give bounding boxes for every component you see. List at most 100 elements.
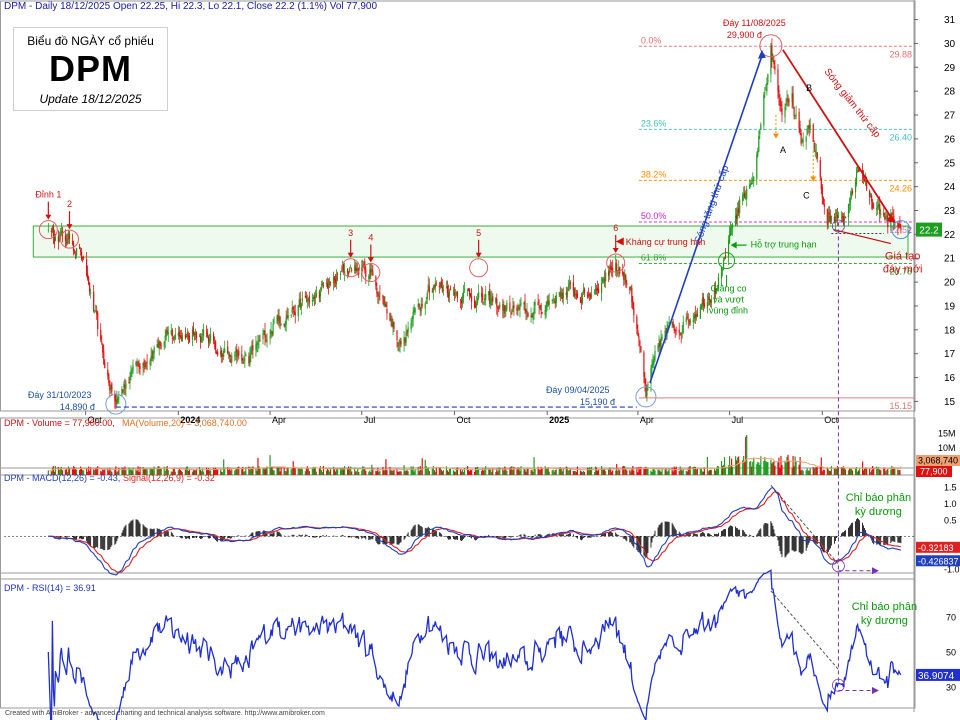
volume-bar bbox=[208, 470, 211, 475]
volume-bar bbox=[115, 466, 117, 475]
volume-bar bbox=[657, 469, 659, 475]
candle-body bbox=[257, 342, 259, 345]
candle-body bbox=[678, 329, 680, 333]
x-tick-label: Oct bbox=[88, 415, 103, 425]
volume-bar bbox=[392, 470, 394, 475]
candle-body bbox=[202, 329, 205, 337]
volume-bar bbox=[456, 467, 459, 475]
macd-tick-label: 0.5 bbox=[944, 515, 957, 525]
candle-body bbox=[208, 339, 211, 342]
candle-body bbox=[707, 296, 710, 300]
candle-body bbox=[753, 177, 755, 180]
volume-ma-tag bbox=[916, 455, 960, 466]
candle-body bbox=[371, 269, 373, 272]
candle-body bbox=[344, 270, 346, 275]
last-price-tag bbox=[916, 222, 942, 237]
volume-bar bbox=[350, 466, 352, 475]
volume-bar bbox=[587, 468, 590, 475]
candle-body bbox=[138, 363, 140, 367]
volume-bar bbox=[79, 466, 82, 475]
volume-bar bbox=[819, 466, 821, 475]
bottom-label-2023: Đáy 31/10/2023 bbox=[28, 390, 92, 400]
candle-body bbox=[122, 389, 124, 391]
volume-bar bbox=[292, 461, 294, 475]
candle-body bbox=[478, 292, 480, 298]
price-y-tick-label: 17 bbox=[944, 349, 956, 360]
volume-bar bbox=[277, 467, 279, 475]
candle-body bbox=[772, 59, 774, 62]
candle-body bbox=[485, 294, 487, 301]
candle-body bbox=[558, 291, 560, 295]
volume-bar bbox=[885, 471, 887, 475]
candle-body bbox=[96, 310, 98, 315]
candle-body bbox=[165, 330, 167, 337]
volume-bar bbox=[109, 468, 111, 475]
candle-body bbox=[424, 303, 426, 309]
peak-label: Đỉnh 1 bbox=[35, 190, 61, 200]
candle-body bbox=[454, 294, 457, 296]
fib-label: 50.0% bbox=[641, 211, 667, 221]
candle-body bbox=[688, 321, 690, 323]
candle-body bbox=[278, 315, 280, 320]
volume-bar bbox=[193, 469, 196, 475]
volume-bar bbox=[721, 466, 724, 475]
candle-body bbox=[150, 355, 152, 362]
candle-body bbox=[291, 307, 293, 313]
volume-bar bbox=[858, 468, 861, 475]
candle-body bbox=[117, 397, 119, 401]
volume-bar bbox=[710, 469, 713, 475]
candle-body bbox=[383, 296, 385, 306]
accumulation-circle bbox=[718, 252, 736, 270]
volume-bar bbox=[715, 468, 718, 475]
volume-bar bbox=[513, 466, 515, 475]
candle-body bbox=[143, 361, 145, 366]
volume-bar bbox=[696, 468, 698, 475]
volume-bar bbox=[510, 466, 512, 475]
volume-bar bbox=[897, 469, 899, 475]
volume-bar bbox=[198, 467, 201, 475]
volume-bar bbox=[579, 470, 582, 475]
volume-bar bbox=[217, 469, 219, 475]
volume-bar bbox=[435, 467, 437, 475]
candle-body bbox=[376, 287, 378, 294]
volume-bar bbox=[524, 469, 526, 475]
candle-body bbox=[259, 340, 261, 341]
volume-bar bbox=[144, 468, 146, 475]
candle-body bbox=[139, 365, 141, 369]
volume-bar bbox=[171, 471, 173, 475]
volume-bar bbox=[107, 468, 109, 475]
volume-bar bbox=[283, 467, 285, 475]
volume-bar bbox=[355, 471, 357, 475]
candle-body bbox=[714, 288, 717, 294]
volume-bar bbox=[736, 460, 738, 475]
volume-bar bbox=[265, 467, 267, 475]
volume-bar bbox=[306, 466, 308, 475]
volume-bar bbox=[729, 466, 732, 475]
candle-body bbox=[566, 291, 568, 298]
candle-body bbox=[603, 279, 605, 281]
candle-body bbox=[504, 306, 506, 312]
volume-bar bbox=[215, 467, 217, 475]
candle-body bbox=[351, 269, 353, 271]
volume-bar bbox=[361, 470, 363, 475]
candle-body bbox=[594, 288, 597, 294]
volume-bar bbox=[301, 469, 303, 475]
macd-divergence-circle bbox=[832, 559, 845, 573]
volume-bar bbox=[386, 470, 388, 475]
volume-bar bbox=[871, 470, 873, 475]
volume-bar bbox=[470, 470, 473, 475]
volume-bar bbox=[459, 469, 462, 475]
volume-bar bbox=[334, 471, 337, 475]
volume-bar bbox=[279, 471, 281, 475]
volume-bar bbox=[706, 457, 709, 475]
volume-bar bbox=[188, 469, 191, 475]
candle-body bbox=[264, 330, 266, 338]
volume-bar bbox=[344, 466, 346, 475]
volume-bar bbox=[269, 455, 271, 475]
candle-body bbox=[693, 315, 695, 320]
candle-body bbox=[78, 246, 81, 249]
candle-body bbox=[152, 351, 154, 359]
candle-body bbox=[101, 341, 103, 343]
